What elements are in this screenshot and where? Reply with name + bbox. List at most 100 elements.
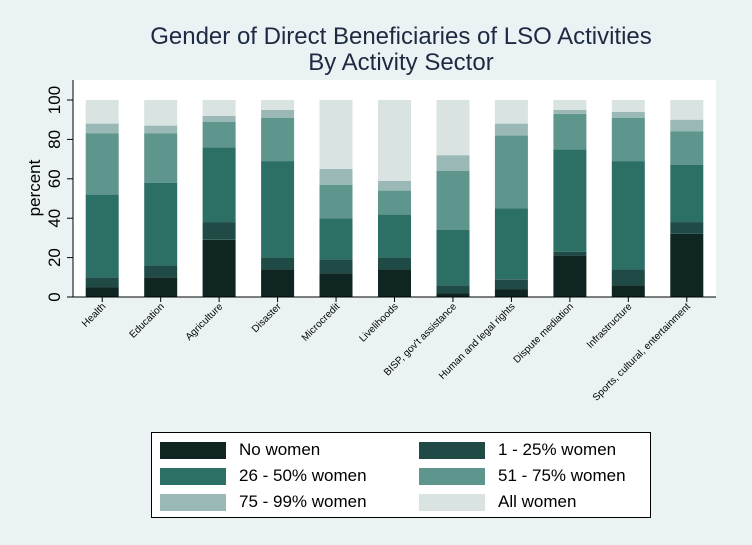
bar-segment-microcredit-75-99-women [319,168,353,185]
bar-segment-infrastructure-75-99-women [611,111,645,118]
bar-segment-infrastructure-51-75-women [611,117,645,161]
bar-segment-livelihoods-all-women [378,100,411,181]
bar-segment-dispute-mediation-1-25-women [553,251,587,256]
bar-segment-agriculture-26-50-women [202,147,236,223]
chart-title: Gender of Direct Beneficiaries of LSO Ac… [150,23,652,50]
bar-segment-human-and-legal-rights-no-women [494,289,528,297]
y-tick-label: 80 [45,130,64,149]
legend-swatch [419,493,485,511]
y-tick-label: 40 [45,209,64,228]
bar-segment-dispute-mediation-no-women [553,255,587,297]
x-tick-label-health: Health [80,301,108,329]
y-tick-label: 60 [45,169,64,188]
y-tick-label: 20 [45,248,64,267]
bar-segment-bisp-gov-t-assistance-26-50-women [436,230,470,286]
bar-segment-education-51-75-women [144,133,178,183]
x-tick-label-sports-cultural-entertainment: Sports, cultural, entertainment [591,301,693,403]
bar-segment-health-all-women [85,100,119,124]
x-tick-label-education: Education [128,301,167,340]
bar-segment-health-1-25-women [85,277,119,288]
bar-segment-bisp-gov-t-assistance-1-25-women [436,285,470,294]
bar-segment-livelihoods-no-women [378,269,411,297]
bar-segment-livelihoods-26-50-women [378,214,411,258]
legend-label: No women [239,440,321,459]
legend-item-1-25-women: 1 - 25% women [419,440,616,460]
legend-item-26-50-women: 26 - 50% women [160,466,367,486]
bar-segment-dispute-mediation-26-50-women [553,149,587,252]
bar-segment-infrastructure-26-50-women [611,161,645,270]
bar-segment-dispute-mediation-all-women [553,100,587,110]
legend-swatch [160,441,226,459]
bar-segment-sports-cultural-entertainment-51-75-women [670,131,704,165]
bar-segment-infrastructure-1-25-women [611,269,645,286]
bar-segment-sports-cultural-entertainment-75-99-women [670,119,704,132]
bar-segment-bisp-gov-t-assistance-75-99-women [436,155,470,171]
bar-segment-microcredit-no-women [319,273,353,297]
legend-label: All women [498,492,577,511]
legend-swatch [160,467,226,485]
legend-item-51-75-women: 51 - 75% women [419,466,626,486]
bars-layer [85,100,704,297]
bar-segment-sports-cultural-entertainment-all-women [670,100,704,120]
x-tick-label-microcredit: Microcredit [300,301,343,344]
bar-segment-disaster-26-50-women [261,161,295,258]
bar-segment-agriculture-51-75-women [202,121,236,148]
bar-segment-health-75-99-women [85,123,119,134]
bar-segment-livelihoods-75-99-women [378,180,411,191]
x-tick-label-dispute-mediation: Dispute mediation [512,301,576,365]
bar-segment-education-75-99-women [144,125,178,134]
legend-swatch [419,441,485,459]
bar-segment-disaster-1-25-women [261,257,295,270]
y-tick-label: 100 [45,86,64,114]
bar-segment-sports-cultural-entertainment-26-50-women [670,165,704,223]
bar-segment-disaster-51-75-women [261,117,295,161]
x-tick-label-disaster: Disaster [250,301,284,335]
x-tick-label-infrastructure: Infrastructure [585,301,635,351]
bar-segment-education-no-women [144,277,178,297]
chart-subtitle: By Activity Sector [308,49,493,76]
bar-segment-human-and-legal-rights-1-25-women [494,279,528,290]
legend-swatch [160,493,226,511]
bar-segment-human-and-legal-rights-51-75-women [494,135,528,209]
legend-item-no-women: No women [160,440,320,460]
bar-segment-microcredit-1-25-women [319,259,353,274]
bar-segment-disaster-75-99-women [261,109,295,118]
legend-label: 75 - 99% women [239,492,367,511]
bar-segment-education-all-women [144,100,178,126]
legend-swatch [419,467,485,485]
bar-segment-infrastructure-no-women [611,285,645,297]
x-axis-ticks: Health Education Agriculture Disaster Microc… [80,297,693,403]
legend-item-75-99-women: 75 - 99% women [160,492,367,512]
legend: No women 1 - 25% women 26 - 50% women 51… [151,432,651,518]
bar-segment-education-26-50-women [144,182,178,266]
bar-segment-bisp-gov-t-assistance-no-women [436,293,470,297]
legend-item-all-women: All women [419,492,576,512]
legend-label: 1 - 25% women [498,440,617,459]
bar-segment-infrastructure-all-women [611,100,645,112]
legend-label: 51 - 75% women [498,466,626,485]
bar-segment-human-and-legal-rights-all-women [494,100,528,124]
bar-segment-agriculture-1-25-women [202,222,236,240]
bar-segment-human-and-legal-rights-75-99-women [494,123,528,136]
y-tick-label: 0 [45,292,64,301]
y-axis-ticks: 0 20 40 60 80 100 [45,86,73,302]
bar-segment-microcredit-all-women [319,100,353,169]
bar-segment-disaster-all-women [261,100,295,110]
bar-segment-disaster-no-women [261,269,295,297]
bar-segment-health-no-women [85,287,119,297]
bar-segment-livelihoods-1-25-women [378,257,411,270]
bar-segment-sports-cultural-entertainment-1-25-women [670,222,704,234]
bar-segment-bisp-gov-t-assistance-all-women [436,100,470,156]
y-axis-label: percent [25,159,44,216]
x-tick-label-agriculture: Agriculture [184,301,226,343]
bar-segment-education-1-25-women [144,265,178,278]
legend-label: 26 - 50% women [239,466,367,485]
bar-segment-sports-cultural-entertainment-no-women [670,234,704,297]
bar-segment-livelihoods-51-75-women [378,190,411,215]
bar-segment-agriculture-no-women [202,239,236,297]
bar-segment-health-26-50-women [85,194,119,278]
bar-segment-microcredit-26-50-women [319,218,353,260]
bar-segment-human-and-legal-rights-26-50-women [494,208,528,280]
bar-segment-health-51-75-women [85,133,119,195]
